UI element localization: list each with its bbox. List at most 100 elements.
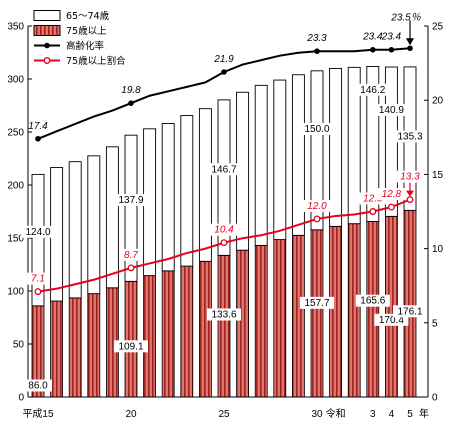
old-bar-value-label: 176.1 bbox=[397, 306, 422, 317]
rate-value-label: 17.4 bbox=[28, 121, 48, 132]
ratio-value-label: 12.0 bbox=[307, 201, 327, 212]
left-tick-label: 350 bbox=[7, 22, 24, 33]
right-tick-label: 15 bbox=[432, 170, 444, 181]
legend-label: 75歳以上割合 bbox=[66, 55, 126, 67]
bar-75plus bbox=[329, 225, 343, 398]
bar-75plus bbox=[217, 254, 231, 398]
bar-65to74 bbox=[347, 66, 361, 225]
young-bar-value-label: 146.2 bbox=[360, 85, 385, 96]
bar-75plus bbox=[254, 245, 268, 398]
rate-value-label: 23.5％ bbox=[390, 12, 421, 23]
right-tick-label: 0 bbox=[432, 393, 438, 404]
ratio-label-bg bbox=[120, 248, 142, 261]
right-tick-label: 20 bbox=[432, 96, 444, 107]
bar-75plus bbox=[50, 300, 63, 398]
young-bar-label-bg bbox=[355, 83, 390, 96]
x-tick-label: 5 bbox=[407, 409, 413, 420]
young-bar-value-label: 124.0 bbox=[25, 227, 50, 238]
ratio-label-bg bbox=[377, 188, 406, 201]
left-tick-label: 0 bbox=[18, 393, 24, 404]
x-tick-label: 4 bbox=[389, 409, 395, 420]
bar-75plus bbox=[403, 209, 417, 398]
legend-label: 75歳以上 bbox=[66, 25, 107, 37]
old-bar-value-label: 157.7 bbox=[304, 298, 329, 309]
ratio-label-bg bbox=[27, 272, 49, 285]
over75-ratio-point bbox=[369, 208, 377, 215]
aging-rate-point bbox=[407, 45, 413, 52]
rate-value-label: 23.4 bbox=[362, 32, 383, 43]
ratio-value-label: 12.8 bbox=[382, 189, 402, 200]
bar-65to74 bbox=[291, 74, 305, 236]
rate-value-label: 23.3 bbox=[306, 33, 327, 44]
x-tick-label: 3 bbox=[370, 409, 376, 420]
left-tick-label: 50 bbox=[13, 340, 25, 351]
young-bar-value-label: 135.3 bbox=[397, 131, 422, 142]
legend-label: 高齢化率 bbox=[66, 40, 105, 52]
legend-marker-aging-rate bbox=[44, 42, 50, 49]
young-bar-value-label: 137.9 bbox=[118, 195, 143, 206]
x-tick-label: 20 bbox=[125, 409, 137, 420]
over75-ratio-point bbox=[313, 215, 321, 223]
bar-65to74 bbox=[68, 161, 82, 299]
old-bar-value-label: 86.0 bbox=[28, 381, 48, 392]
bar-75plus bbox=[310, 229, 324, 398]
bar-65to74 bbox=[310, 70, 324, 231]
bar-65to74 bbox=[198, 108, 212, 262]
x-axis-unit: 年 bbox=[419, 407, 429, 420]
ratio-arrow-head bbox=[406, 190, 414, 197]
left-tick-label: 150 bbox=[7, 234, 24, 245]
rate-value-label: 19.8 bbox=[121, 85, 141, 96]
aging-rate-point bbox=[314, 48, 320, 55]
bar-65to74 bbox=[329, 67, 343, 227]
over75-ratio-point bbox=[220, 239, 228, 247]
bar-65to74 bbox=[31, 173, 45, 307]
x-tick-label: 30 bbox=[311, 409, 323, 420]
bar-65to74 bbox=[217, 99, 231, 256]
bar-75plus bbox=[273, 239, 287, 398]
bar-75plus bbox=[236, 249, 250, 398]
ratio-value-label: 7.1 bbox=[31, 274, 45, 285]
bar-75plus bbox=[291, 234, 305, 398]
old-bar-value-label: 170.4 bbox=[379, 315, 404, 326]
old-bar-label-bg bbox=[24, 379, 52, 392]
bar-75plus bbox=[366, 221, 380, 398]
old-bar-label-bg bbox=[207, 308, 241, 321]
bar-75plus bbox=[124, 280, 138, 398]
bar-65to74 bbox=[273, 79, 287, 241]
ratio-label-bg bbox=[210, 223, 238, 236]
old-bar-label-bg bbox=[114, 340, 148, 353]
old-bar-label-bg bbox=[393, 305, 427, 318]
bar-65to74 bbox=[180, 115, 194, 267]
aging-rate-point bbox=[35, 135, 41, 142]
aging-rate-point bbox=[221, 69, 227, 75]
ratio-label-bg bbox=[396, 170, 424, 183]
ratio-value-label: 12.5 bbox=[363, 194, 383, 205]
ratio-value-label: 8.7 bbox=[124, 250, 138, 261]
old-bar-value-label: 133.6 bbox=[211, 310, 236, 321]
rate-value-label: 23.4 bbox=[381, 32, 402, 43]
over75-ratio-point bbox=[387, 203, 395, 211]
young-bar-label-bg bbox=[207, 163, 241, 176]
bar-75plus bbox=[347, 223, 361, 398]
over75-ratio-point bbox=[406, 196, 414, 204]
old-bar-value-label: 109.1 bbox=[118, 341, 143, 352]
over75-ratio-point bbox=[127, 264, 135, 272]
legend-label: 65～74歳 bbox=[66, 10, 110, 22]
bar-75plus bbox=[143, 275, 157, 398]
rate-value-label: 21.9 bbox=[213, 54, 234, 65]
young-bar-label-bg bbox=[393, 130, 427, 143]
aging-rate-point bbox=[128, 100, 134, 106]
aging-rate-point bbox=[370, 46, 376, 53]
x-tick-label: 令和 bbox=[326, 407, 346, 420]
old-bar-label-bg bbox=[355, 294, 390, 307]
young-bar-label-bg bbox=[300, 123, 334, 135]
ratio-label-bg bbox=[303, 199, 331, 212]
ratio-value-label: 13.3 bbox=[400, 172, 420, 183]
x-tick-label: 25 bbox=[218, 409, 230, 420]
rate-arrow-head bbox=[406, 38, 414, 46]
bar-75plus bbox=[87, 293, 101, 398]
bar-65to74 bbox=[124, 134, 138, 282]
